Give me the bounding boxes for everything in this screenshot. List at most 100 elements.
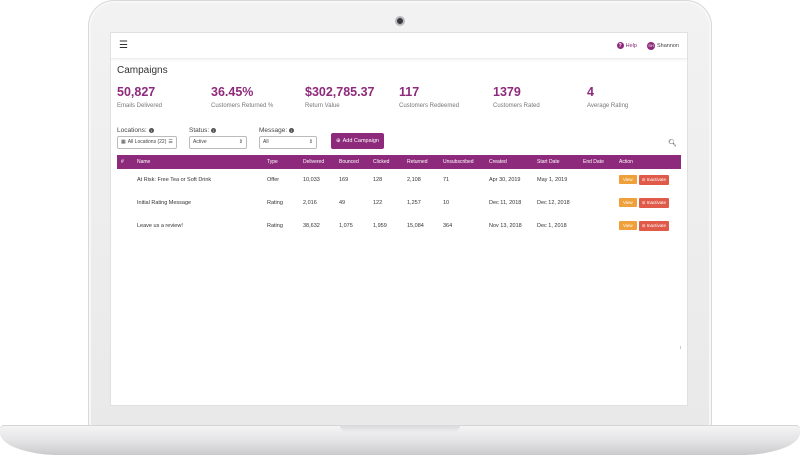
- status-select[interactable]: Active ⇕: [189, 135, 247, 149]
- status-label-text: Status:: [189, 126, 210, 134]
- stat-customers-redeemed: 117 Customers Redeemed: [399, 85, 493, 109]
- info-icon[interactable]: i: [211, 127, 217, 133]
- chevron-updown-icon: ⇕: [308, 139, 313, 146]
- add-campaign-button[interactable]: ⊕ Add Campaign: [331, 132, 384, 149]
- cell-name: Leave us a review!: [137, 223, 183, 230]
- col-header-unsubscribed[interactable]: Unsubscribed: [443, 158, 474, 165]
- locations-label-text: Locations:: [117, 126, 147, 134]
- status-value: Active: [193, 139, 207, 146]
- stat-label: Customers Rated: [493, 102, 540, 109]
- cell-start-date: May 1, 2019: [537, 177, 568, 184]
- col-header-returned[interactable]: Returned: [407, 158, 428, 165]
- col-header-name[interactable]: Name: [137, 158, 151, 165]
- cell-start-date: Dec 12, 2018: [537, 200, 570, 207]
- question-icon: ?: [616, 42, 624, 49]
- hamburger-icon[interactable]: ☰: [119, 40, 128, 51]
- cell-delivered: 10,033: [303, 177, 320, 184]
- cell-returned: 15,084: [407, 223, 424, 230]
- stat-value: 1379: [493, 85, 521, 99]
- status-label: Status: i: [189, 127, 247, 134]
- cell-created: Dec 11, 2018: [489, 200, 522, 207]
- cell-bounced: 169: [339, 177, 349, 184]
- message-value: All: [263, 139, 269, 146]
- cell-start-date: Dec 1, 2018: [537, 223, 567, 230]
- locations-select[interactable]: ▦ All Locations (22) ☰: [117, 135, 177, 149]
- main-content: Campaigns 50,827 Emails Delivered 36.45%…: [111, 59, 687, 238]
- status-filter: Status: i Active ⇕: [189, 127, 247, 149]
- avatar: SH: [646, 41, 655, 50]
- stats-row: 50,827 Emails Delivered 36.45% Customers…: [117, 85, 681, 109]
- stat-return-value: $302,785.37 Return Value: [305, 85, 399, 109]
- inactivate-label: Inactivate: [646, 177, 666, 183]
- add-campaign-label: Add Campaign: [342, 137, 379, 144]
- cell-returned: 1,257: [407, 200, 421, 207]
- inactivate-button[interactable]: ⊘ Inactivate: [638, 198, 669, 209]
- message-label-text: Message:: [259, 126, 288, 134]
- view-button[interactable]: View: [619, 221, 637, 231]
- power-icon: ⊘: [641, 223, 647, 229]
- cell-delivered: 38,632: [303, 223, 320, 230]
- col-header-type[interactable]: Type: [267, 158, 278, 165]
- app-screen: ☰ ? Help SH Shannon Campaigns 50,827 Ema…: [110, 32, 688, 406]
- help-label: Help: [625, 42, 637, 49]
- stat-label: Customers Returned %: [211, 102, 274, 109]
- cell-type: Rating: [267, 200, 283, 207]
- col-header-bounced[interactable]: Bounced: [339, 158, 359, 165]
- cell-delivered: 2,016: [303, 200, 317, 207]
- cell-action: View ⊘ Inactivate: [615, 215, 681, 238]
- user-menu[interactable]: SH Shannon: [646, 41, 679, 50]
- stat-label: Emails Delivered: [117, 102, 163, 109]
- stat-average-rating: 4 Average Rating: [587, 85, 681, 109]
- table-row[interactable]: Initial Rating Message Rating 2,016 49 1…: [117, 192, 681, 215]
- cell-name: At Risk: Free Tea or Soft Drink: [137, 177, 212, 184]
- locations-filter: Locations: i ▦ All Locations (22) ☰: [117, 127, 177, 149]
- col-header-start-date[interactable]: Start Date: [537, 158, 560, 165]
- cell-unsubscribed: 10: [443, 200, 450, 207]
- stat-label: Return Value: [305, 102, 340, 109]
- table-row[interactable]: Leave us a review! Rating 38,632 1,075 1…: [117, 215, 681, 238]
- stat-customers-rated: 1379 Customers Rated: [493, 85, 587, 109]
- help-link[interactable]: ? Help: [616, 42, 637, 49]
- chevron-updown-icon: ⇕: [238, 139, 243, 146]
- col-header-end-date[interactable]: End Date: [583, 158, 604, 165]
- cell-clicked: 122: [373, 200, 383, 207]
- stat-value: 50,827: [117, 85, 156, 99]
- cell-num: [117, 215, 133, 238]
- webcam: [395, 16, 405, 26]
- message-filter: Message: i All ⇕: [259, 127, 317, 149]
- cell-clicked: 1,959: [373, 223, 387, 230]
- inactivate-label: Inactivate: [646, 223, 666, 229]
- col-header-action: Action: [619, 158, 633, 165]
- cell-end-date: [579, 192, 615, 215]
- cell-unsubscribed: 71: [443, 177, 450, 184]
- inactivate-button[interactable]: ⊘ Inactivate: [638, 221, 669, 232]
- locations-value: All Locations (22): [127, 139, 167, 146]
- col-header-delivered[interactable]: Delivered: [303, 158, 325, 165]
- col-header-clicked[interactable]: Clicked: [373, 158, 390, 165]
- col-header-created[interactable]: Created: [489, 158, 507, 165]
- topbar-right: ? Help SH Shannon: [616, 41, 679, 50]
- cell-created: Apr 30, 2019: [489, 177, 521, 184]
- cell-returned: 2,108: [407, 177, 421, 184]
- cell-num: [117, 169, 133, 192]
- message-select[interactable]: All ⇕: [259, 135, 317, 149]
- view-button[interactable]: View: [619, 198, 637, 208]
- table-header-row: # Name Type Delivered Bounced Clicked Re…: [117, 154, 681, 169]
- cell-action: View ⊘ Inactivate: [615, 192, 681, 215]
- stat-label: Average Rating: [587, 102, 629, 109]
- col-header-num[interactable]: #: [121, 158, 124, 165]
- cell-action: View ⊘ Inactivate: [615, 169, 681, 192]
- message-label: Message: i: [259, 127, 317, 134]
- campaigns-table: # Name Type Delivered Bounced Clicked Re…: [117, 154, 681, 238]
- view-button[interactable]: View: [619, 175, 637, 185]
- stat-label: Customers Redeemed: [399, 102, 460, 109]
- grid-icon: ▦: [121, 139, 126, 146]
- search-icon[interactable]: 🔍︎: [668, 139, 677, 147]
- info-icon[interactable]: i: [148, 127, 154, 133]
- stat-value: 117: [399, 85, 420, 99]
- scrollbar-mark: [680, 346, 681, 349]
- table-row[interactable]: At Risk: Free Tea or Soft Drink Offer 10…: [117, 169, 681, 192]
- info-icon[interactable]: i: [289, 127, 295, 133]
- inactivate-button[interactable]: ⊘ Inactivate: [638, 175, 669, 186]
- cell-created: Nov 13, 2018: [489, 223, 522, 230]
